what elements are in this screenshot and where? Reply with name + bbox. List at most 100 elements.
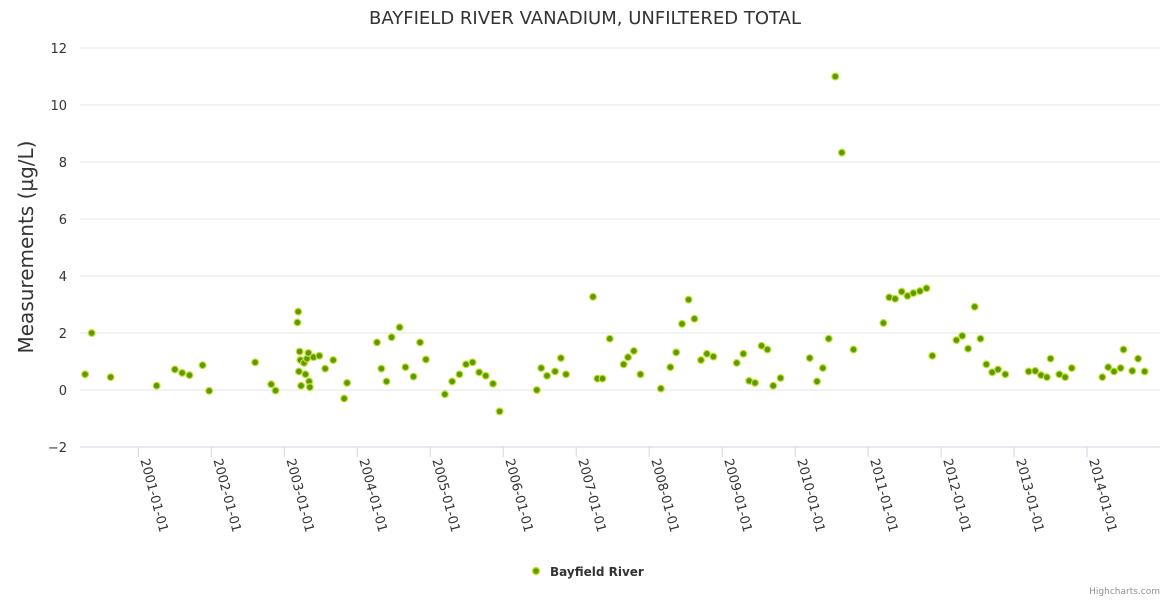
data-point[interactable] <box>297 381 306 390</box>
data-point[interactable] <box>1110 367 1119 376</box>
data-point[interactable] <box>598 374 607 383</box>
data-point[interactable] <box>709 352 718 361</box>
data-point[interactable] <box>1031 366 1040 375</box>
data-point[interactable] <box>805 354 814 363</box>
data-point[interactable] <box>304 348 313 357</box>
data-point[interactable] <box>409 372 418 381</box>
data-point[interactable] <box>636 370 645 379</box>
data-point[interactable] <box>440 390 449 399</box>
data-point[interactable] <box>588 292 597 301</box>
data-point[interactable] <box>849 345 858 354</box>
data-point[interactable] <box>561 370 570 379</box>
data-point[interactable] <box>152 381 161 390</box>
data-point[interactable] <box>922 284 931 293</box>
data-point[interactable] <box>915 287 924 296</box>
data-point[interactable] <box>824 334 833 343</box>
data-point[interactable] <box>295 347 304 356</box>
data-point[interactable] <box>1134 354 1143 363</box>
data-point[interactable] <box>831 72 840 81</box>
data-point[interactable] <box>1140 367 1149 376</box>
data-point[interactable] <box>891 294 900 303</box>
data-point[interactable] <box>619 360 628 369</box>
data-point[interactable] <box>170 365 179 374</box>
data-point[interactable] <box>678 319 687 328</box>
data-point[interactable] <box>928 351 937 360</box>
data-point[interactable] <box>455 370 464 379</box>
data-point[interactable] <box>421 355 430 364</box>
data-point[interactable] <box>1046 354 1055 363</box>
data-point[interactable] <box>629 346 638 355</box>
data-point[interactable] <box>267 380 276 389</box>
data-point[interactable] <box>81 370 90 379</box>
data-point[interactable] <box>813 377 822 386</box>
data-point[interactable] <box>897 287 906 296</box>
data-point[interactable] <box>1067 364 1076 373</box>
data-point[interactable] <box>468 358 477 367</box>
data-point[interactable] <box>543 371 552 380</box>
data-point[interactable] <box>251 358 260 367</box>
data-point[interactable] <box>769 381 778 390</box>
data-point[interactable] <box>489 379 498 388</box>
data-point[interactable] <box>387 333 396 342</box>
data-point[interactable] <box>271 386 280 395</box>
data-point[interactable] <box>343 378 352 387</box>
data-point[interactable] <box>294 367 303 376</box>
data-point[interactable] <box>1024 367 1033 376</box>
data-point[interactable] <box>1098 373 1107 382</box>
data-point[interactable] <box>837 148 846 157</box>
data-point[interactable] <box>205 386 214 395</box>
data-point[interactable] <box>87 329 96 338</box>
data-point[interactable] <box>329 356 338 365</box>
data-point[interactable] <box>1061 373 1070 382</box>
data-point[interactable] <box>690 314 699 323</box>
data-point[interactable] <box>993 365 1002 374</box>
data-point[interactable] <box>340 394 349 403</box>
data-point[interactable] <box>532 386 541 395</box>
data-point[interactable] <box>416 338 425 347</box>
data-point[interactable] <box>373 338 382 347</box>
data-point[interactable] <box>696 356 705 365</box>
legend-marker-icon[interactable] <box>531 566 541 576</box>
data-point[interactable] <box>1128 366 1137 375</box>
data-point[interactable] <box>750 378 759 387</box>
data-point[interactable] <box>818 364 827 373</box>
data-point[interactable] <box>702 349 711 358</box>
data-point[interactable] <box>495 407 504 416</box>
data-point[interactable] <box>763 345 772 354</box>
data-point[interactable] <box>656 384 665 393</box>
data-point[interactable] <box>321 364 330 373</box>
data-point[interactable] <box>605 334 614 343</box>
data-point[interactable] <box>976 334 985 343</box>
data-point[interactable] <box>1119 345 1128 354</box>
data-point[interactable] <box>1104 363 1113 372</box>
data-point[interactable] <box>732 358 741 367</box>
data-point[interactable] <box>666 363 675 372</box>
data-point[interactable] <box>198 361 207 370</box>
credits-link[interactable]: Highcharts.com <box>1089 587 1160 597</box>
data-point[interactable] <box>481 371 490 380</box>
data-point[interactable] <box>551 367 560 376</box>
data-point[interactable] <box>624 353 633 362</box>
data-point[interactable] <box>757 341 766 350</box>
data-point[interactable] <box>395 323 404 332</box>
data-point[interactable] <box>909 289 918 298</box>
data-point[interactable] <box>684 295 693 304</box>
legend-item-bayfield-river[interactable]: Bayfield River <box>550 565 644 579</box>
data-point[interactable] <box>970 302 979 311</box>
data-point[interactable] <box>305 383 314 392</box>
data-point[interactable] <box>776 374 785 383</box>
data-point[interactable] <box>982 360 991 369</box>
data-point[interactable] <box>185 371 194 380</box>
data-point[interactable] <box>739 349 748 358</box>
data-point[interactable] <box>106 373 115 382</box>
data-point[interactable] <box>964 344 973 353</box>
data-point[interactable] <box>879 319 888 328</box>
data-point[interactable] <box>315 351 324 360</box>
data-point[interactable] <box>672 348 681 357</box>
data-point[interactable] <box>475 368 484 377</box>
data-point[interactable] <box>556 354 565 363</box>
data-point[interactable] <box>1001 370 1010 379</box>
data-point[interactable] <box>952 336 961 345</box>
data-point[interactable] <box>401 363 410 372</box>
data-point[interactable] <box>178 368 187 377</box>
